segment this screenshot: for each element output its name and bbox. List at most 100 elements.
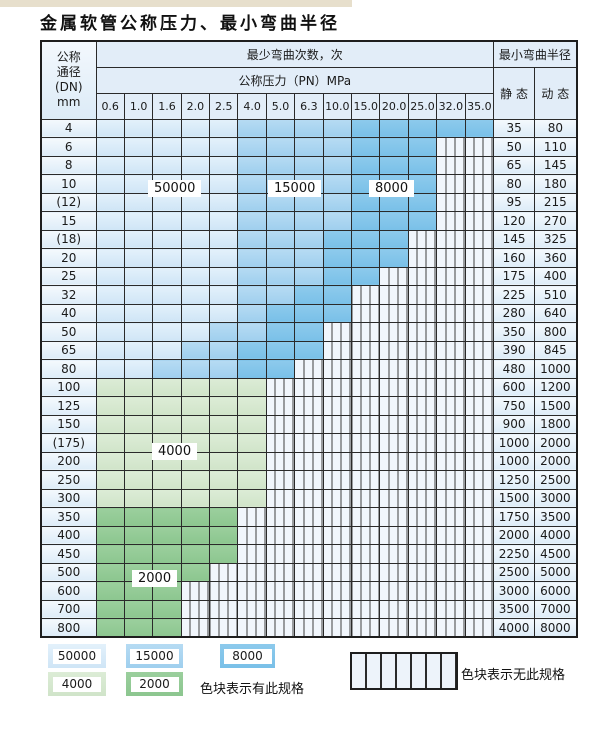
pressure-col-1.0: 1.0	[123, 92, 154, 120]
dynamic-cell: 180	[534, 174, 578, 194]
legend-swatch-15000: 15000	[126, 644, 183, 668]
corner-line: 通径	[56, 65, 81, 80]
spec-cell	[351, 414, 381, 434]
spec-cell	[351, 507, 381, 527]
spec-cell	[407, 155, 438, 175]
spec-cell	[379, 322, 409, 342]
spec-cell	[294, 340, 324, 360]
spec-cell	[407, 396, 438, 416]
overlay-label-8000: 8000	[369, 180, 415, 197]
spec-cell	[123, 137, 154, 157]
pressure-col-2.5: 2.5	[209, 92, 239, 120]
spec-cell	[265, 433, 296, 453]
spec-cell	[180, 488, 211, 508]
spec-cell	[95, 525, 125, 545]
spec-cell	[265, 599, 296, 619]
spec-cell	[180, 229, 211, 249]
spec-cell	[464, 562, 495, 582]
spec-cell	[464, 192, 495, 212]
spec-cell	[209, 599, 239, 619]
spec-cell	[209, 396, 239, 416]
dn-cell: 20	[40, 248, 97, 268]
spec-cell	[265, 525, 296, 545]
spec-cell	[123, 433, 154, 453]
spec-cell	[237, 359, 267, 379]
table-row-dn-125: 125 750 1500	[40, 396, 578, 416]
spec-cell	[152, 618, 182, 638]
static-cell: 1500	[493, 488, 536, 508]
spec-cell	[407, 192, 438, 212]
spec-cell	[237, 470, 267, 490]
spec-cell	[237, 229, 267, 249]
spec-cell	[180, 414, 211, 434]
dynamic-cell: 4000	[534, 525, 578, 545]
spec-cell	[322, 229, 353, 249]
spec-cell	[322, 322, 353, 342]
spec-cell	[322, 544, 353, 564]
spec-cell	[180, 266, 211, 286]
spec-cell	[265, 488, 296, 508]
spec-cell	[95, 414, 125, 434]
spec-cell	[123, 488, 154, 508]
static-cell: 160	[493, 248, 536, 268]
spec-cell	[265, 377, 296, 397]
spec-cell	[152, 192, 182, 212]
spec-cell	[95, 340, 125, 360]
spec-cell	[379, 266, 409, 286]
spec-cell	[152, 544, 182, 564]
spec-cell	[95, 248, 125, 268]
spec-cell	[436, 266, 466, 286]
dn-cell: 150	[40, 414, 97, 434]
spec-cell	[237, 192, 267, 212]
spec-cell	[294, 488, 324, 508]
spec-cell	[407, 174, 438, 194]
corner-line: mm	[57, 95, 81, 110]
spec-cell	[152, 303, 182, 323]
spec-cell	[407, 118, 438, 138]
table-wrap: 公称 通径 (DN) mm 最少弯曲次数，次 最小弯曲半径 公称压力（PN）MPa 静 态动 …	[40, 40, 578, 638]
dn-cell: (12)	[40, 192, 97, 212]
spec-cell	[152, 396, 182, 416]
spec-cell	[322, 451, 353, 471]
spec-cell	[464, 285, 495, 305]
spec-cell	[322, 137, 353, 157]
dn-cell: 400	[40, 525, 97, 545]
table-row-dn-15: 15 120 270	[40, 211, 578, 231]
spec-cell	[436, 359, 466, 379]
spec-cell	[322, 599, 353, 619]
spec-cell	[152, 488, 182, 508]
spec-cell	[265, 562, 296, 582]
spec-cell	[265, 414, 296, 434]
spec-cell	[95, 118, 125, 138]
pressure-col-1.6: 1.6	[152, 92, 182, 120]
table-head: 公称 通径 (DN) mm 最少弯曲次数，次 最小弯曲半径 公称压力（PN）MPa 静 态动 …	[40, 40, 578, 120]
spec-cell	[209, 266, 239, 286]
page-title: 金属软管公称压力、最小弯曲半径	[40, 14, 340, 34]
spec-cell	[407, 562, 438, 582]
spec-cell	[436, 525, 466, 545]
spec-cell	[180, 618, 211, 638]
static-cell: 900	[493, 414, 536, 434]
spec-cell	[351, 618, 381, 638]
spec-cell	[180, 470, 211, 490]
spec-cell	[294, 137, 324, 157]
spec-cell	[351, 118, 381, 138]
spec-cell	[436, 599, 466, 619]
spec-cell	[464, 266, 495, 286]
static-cell: 80	[493, 174, 536, 194]
spec-cell	[379, 562, 409, 582]
legend-swatch-15000-label: 15000	[130, 648, 179, 664]
spec-cell	[95, 618, 125, 638]
spec-cell	[95, 599, 125, 619]
dynamic-cell: 7000	[534, 599, 578, 619]
dynamic-cell: 1800	[534, 414, 578, 434]
spec-cell	[322, 174, 353, 194]
table-row-dn-18: (18) 145 325	[40, 229, 578, 249]
dn-cell: 500	[40, 562, 97, 582]
spec-cell	[123, 618, 154, 638]
spec-cell	[294, 599, 324, 619]
spec-cell	[95, 451, 125, 471]
spec-cell	[436, 451, 466, 471]
spec-cell	[123, 248, 154, 268]
spec-cell	[95, 507, 125, 527]
